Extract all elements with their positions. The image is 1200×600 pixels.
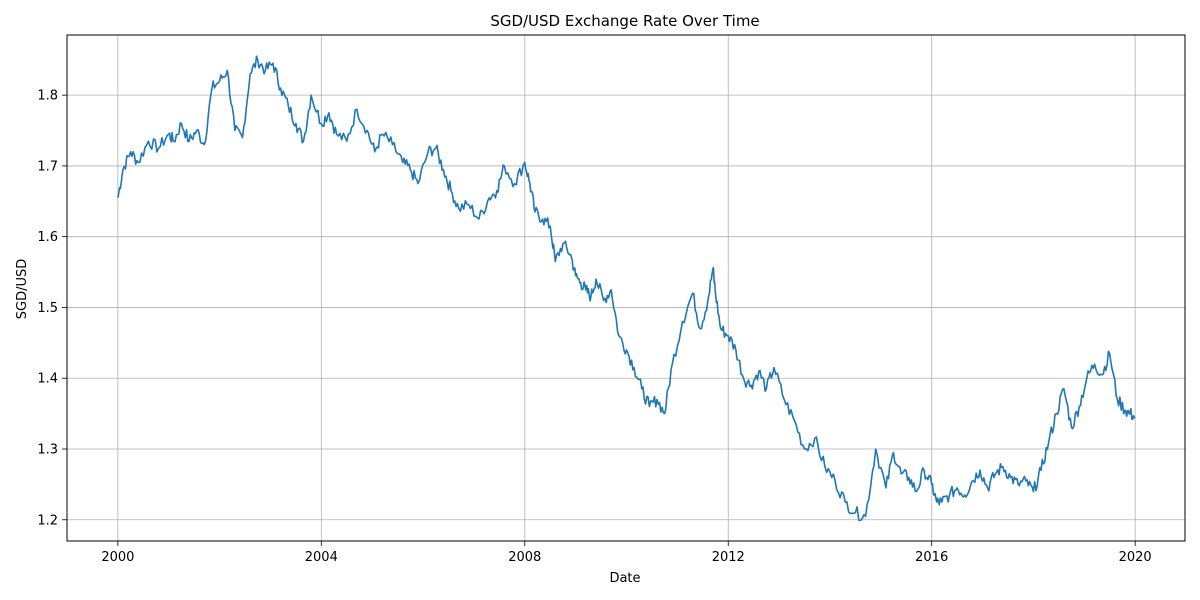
plot-frame: [66, 34, 1186, 542]
series-line: [117, 55, 1136, 522]
y-axis-label: SGD/USD: [15, 259, 30, 320]
x-tick-label: 2000: [101, 550, 134, 565]
chart-title: SGD/USD Exchange Rate Over Time: [490, 12, 759, 30]
y-tick-label: 1.6: [37, 230, 58, 245]
grid-lines: [67, 35, 1185, 541]
x-axis-ticks: 2000 2004 2008 2012 2016 2020: [101, 541, 1152, 565]
y-tick-label: 1.4: [37, 372, 58, 387]
y-axis-ticks: 1.2 1.3 1.4 1.5 1.6 1.7 1.8: [37, 89, 67, 528]
x-tick-label: 2020: [1119, 550, 1152, 565]
y-tick-label: 1.7: [37, 159, 58, 174]
x-axis-label: Date: [609, 571, 640, 586]
y-tick-label: 1.5: [37, 301, 58, 316]
y-tick-label: 1.2: [37, 513, 58, 528]
x-tick-label: 2008: [508, 550, 541, 565]
x-tick-label: 2016: [915, 550, 948, 565]
x-tick-label: 2004: [305, 550, 338, 565]
x-tick-label: 2012: [712, 550, 745, 565]
y-tick-label: 1.8: [37, 89, 58, 104]
y-tick-label: 1.3: [37, 443, 58, 458]
